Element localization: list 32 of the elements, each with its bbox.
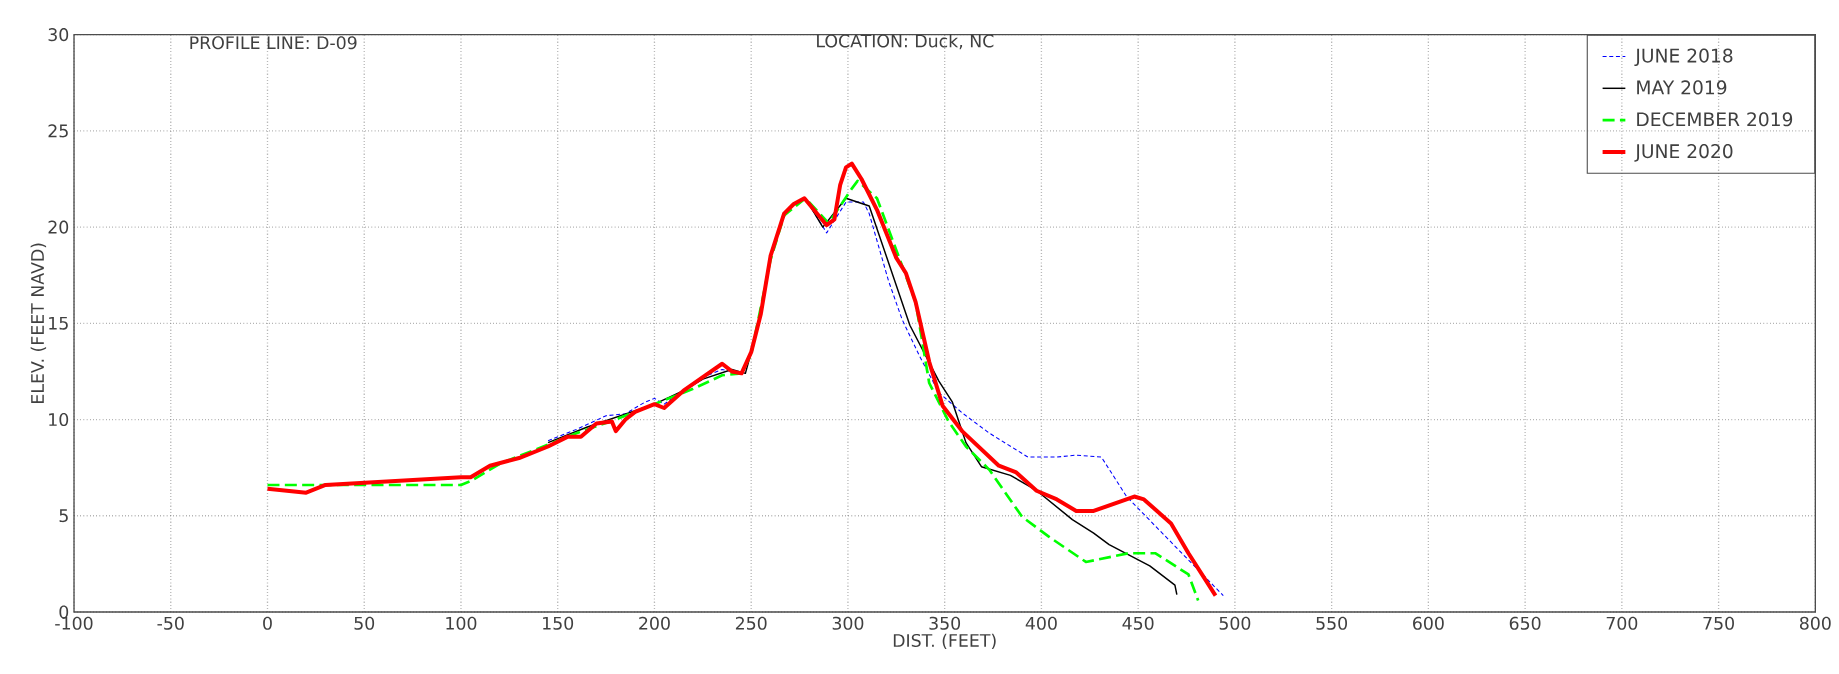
x-tick-label: 700 (1606, 616, 1638, 630)
x-tick-label: 750 (1703, 616, 1734, 630)
x-tick-label: 600 (1413, 616, 1444, 630)
chart-subtitle: LOCATION: Duck, NC (817, 34, 994, 50)
legend-label: JUNE 2018 (1634, 48, 1733, 67)
x-tick-label: 450 (1122, 616, 1154, 630)
x-tick-label: 800 (1799, 616, 1831, 630)
y-tick-label: 10 (49, 412, 69, 427)
y-tick-label: 5 (59, 509, 68, 523)
y-tick-label: 20 (48, 220, 69, 234)
x-tick-label: 500 (1219, 616, 1251, 630)
y-tick-label: 15 (49, 316, 68, 330)
x-tick-label: 250 (735, 616, 767, 630)
legend-label: MAY 2019 (1637, 80, 1727, 95)
x-tick-label: 200 (639, 616, 670, 630)
x-tick-label: 150 (543, 616, 574, 630)
legend-label: JUNE 2020 (1634, 144, 1733, 162)
x-tick-label: 550 (1316, 616, 1348, 630)
x-tick-label: 100 (446, 616, 477, 630)
x-tick-label: 0 (263, 616, 272, 630)
y-tick-label: 25 (48, 124, 68, 138)
x-tick-label: -50 (157, 616, 184, 630)
x-tick-label: 400 (1025, 616, 1057, 630)
y-tick-label: 30 (48, 28, 69, 42)
y-axis-title: ELEV. (FEET NAVD) (30, 243, 47, 403)
x-tick-label: 50 (354, 616, 375, 630)
legend-label: DECEMBER 2019 (1637, 112, 1793, 127)
x-tick-label: 300 (832, 616, 864, 630)
x-axis-title: DIST. (FEET) (893, 633, 996, 650)
x-tick-label: 650 (1509, 616, 1541, 630)
chart-title: PROFILE LINE: D-09 (190, 36, 357, 50)
x-tick-label: 350 (929, 616, 961, 630)
